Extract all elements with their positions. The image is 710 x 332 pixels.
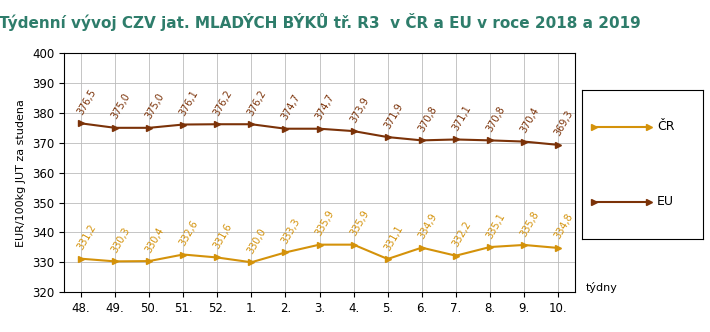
Text: týdny: týdny: [586, 282, 618, 293]
EU: [417, 138, 426, 142]
Text: 376,5: 376,5: [75, 87, 98, 117]
EU: [145, 126, 153, 130]
Text: Týdenní vývoj CZV jat. MLADÝCH BÝKŮ tř. R3  v ČR a EU v roce 2018 a 2019: Týdenní vývoj CZV jat. MLADÝCH BÝKŮ tř. …: [0, 13, 640, 31]
Text: 373,9: 373,9: [348, 95, 371, 124]
Text: 375,0: 375,0: [109, 92, 132, 121]
EU: [315, 127, 324, 131]
Text: 332,6: 332,6: [178, 218, 200, 248]
ČR: [111, 259, 119, 263]
Text: ČR: ČR: [657, 121, 674, 133]
EU: [383, 135, 392, 139]
Text: 374,7: 374,7: [314, 93, 337, 122]
ČR: [383, 257, 392, 261]
Text: EU: EU: [657, 195, 674, 208]
Text: 334,9: 334,9: [416, 212, 439, 241]
Y-axis label: EUR/100kg JUT za studena: EUR/100kg JUT za studena: [16, 99, 26, 247]
ČR: [486, 245, 494, 249]
ČR: [417, 246, 426, 250]
Text: 335,9: 335,9: [348, 209, 371, 238]
Text: 369,3: 369,3: [552, 109, 575, 138]
Text: 334,8: 334,8: [552, 212, 575, 241]
Text: 370,8: 370,8: [416, 104, 439, 133]
ČR: [554, 246, 562, 250]
Text: 376,2: 376,2: [212, 88, 234, 117]
EU: [213, 122, 222, 126]
Text: 371,9: 371,9: [382, 101, 405, 130]
Text: 331,2: 331,2: [75, 223, 98, 252]
Text: 333,3: 333,3: [280, 216, 302, 245]
EU: [179, 123, 187, 126]
Text: 335,1: 335,1: [484, 211, 507, 240]
Text: 374,7: 374,7: [280, 93, 302, 122]
ČR: [349, 243, 358, 247]
Text: 376,1: 376,1: [178, 89, 200, 118]
Text: 331,1: 331,1: [382, 223, 405, 252]
Text: 330,4: 330,4: [143, 225, 166, 254]
Text: 370,4: 370,4: [518, 106, 541, 134]
EU: [111, 126, 119, 130]
EU: [247, 122, 256, 126]
ČR: [213, 256, 222, 260]
ČR: [145, 259, 153, 263]
EU: [281, 127, 290, 131]
ČR: [520, 243, 528, 247]
Text: 335,8: 335,8: [518, 209, 541, 238]
Text: 371,1: 371,1: [450, 104, 473, 132]
ČR: [179, 253, 187, 257]
EU: [349, 129, 358, 133]
Text: 330,0: 330,0: [246, 226, 268, 255]
EU: [452, 137, 460, 141]
EU: [486, 138, 494, 142]
Text: 370,8: 370,8: [484, 104, 507, 133]
Text: 375,0: 375,0: [143, 92, 166, 121]
Line: ČR: ČR: [77, 241, 562, 266]
ČR: [452, 254, 460, 258]
EU: [554, 143, 562, 147]
Text: 331,6: 331,6: [212, 222, 234, 251]
ČR: [281, 250, 290, 254]
ČR: [247, 260, 256, 264]
EU: [520, 139, 528, 143]
Text: 330,3: 330,3: [109, 225, 132, 254]
Text: 335,9: 335,9: [314, 209, 337, 238]
Text: 376,2: 376,2: [246, 88, 268, 117]
EU: [77, 121, 85, 125]
ČR: [315, 243, 324, 247]
Text: 332,2: 332,2: [450, 220, 473, 249]
ČR: [77, 257, 85, 261]
Line: EU: EU: [77, 120, 562, 148]
